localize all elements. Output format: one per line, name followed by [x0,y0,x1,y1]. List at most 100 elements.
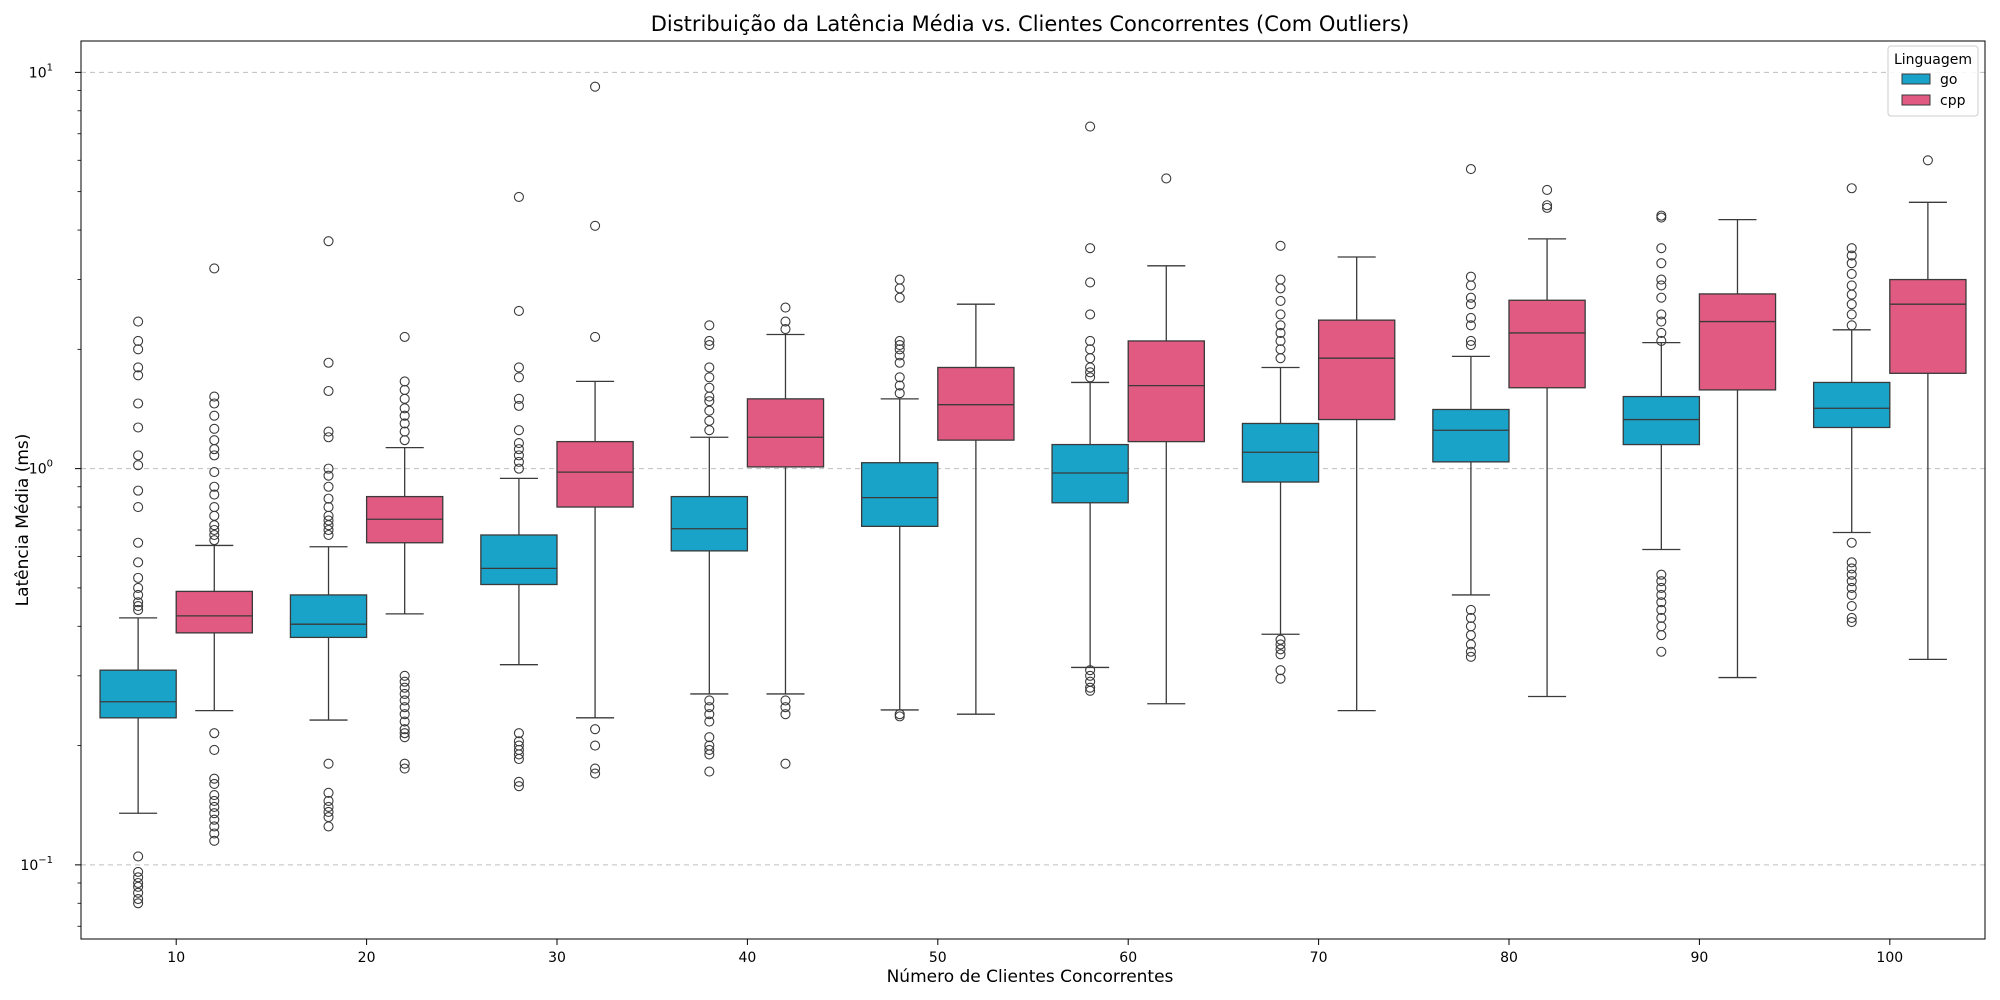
outlier-point [323,236,334,247]
outlier-point [399,410,410,421]
x-tick-label-60: 60 [1119,950,1137,966]
iqr-box [556,440,634,508]
outlier-point [704,382,715,393]
box-cpp-80 [1508,184,1586,698]
outlier-point [513,781,524,792]
outlier-point [323,426,334,437]
outlier-point [133,600,144,612]
outlier-point [399,732,410,743]
outlier-point [399,709,410,720]
outlier-point [780,709,791,720]
outlier-point [323,529,334,541]
outlier-point [513,305,524,316]
outlier-point [1542,184,1553,195]
outlier-point [1085,670,1096,681]
outlier-point [513,776,524,787]
outlier-point [209,529,220,541]
box-go-90 [1622,210,1701,657]
outlier-point [1846,537,1857,548]
outlier-point [399,763,410,774]
outlier-point [1465,651,1476,662]
iqr-box [746,398,825,468]
outlier-point [894,340,905,351]
outlier-point [894,709,905,720]
outlier-point [1656,621,1667,632]
outlier-point [1846,617,1857,628]
outlier-point [323,481,334,492]
outlier-point [1161,173,1172,184]
outlier-point [1656,582,1667,593]
box-cpp-40 [746,302,825,769]
x-tick-label-10: 10 [167,950,185,966]
outlier-point [780,695,791,706]
outlier-point [1846,268,1857,279]
outlier-point [133,422,144,433]
outlier-point [1465,630,1476,641]
box-cpp-30 [556,81,634,779]
outlier-point [1656,210,1667,221]
outlier-point [704,716,715,727]
legend-label-cpp: cpp [1940,93,1966,109]
outlier-point [1656,280,1667,291]
outlier-point [1275,634,1286,645]
outlier-point [704,702,715,713]
legend: Linguagem go cpp [1887,45,1979,117]
iqr-box [1432,408,1510,463]
outlier-point [399,393,410,404]
outlier-point [590,724,601,735]
outlier-point [399,384,410,395]
outlier-point [894,283,905,294]
outlier-point [1846,309,1857,320]
outlier-point [1656,630,1667,641]
outlier-point [1275,240,1286,251]
x-tick-label-80: 80 [1500,950,1518,966]
outlier-point [133,898,144,909]
outlier-point [894,335,905,346]
outlier-point [1085,353,1096,364]
outlier-point [133,851,144,862]
outlier-point [209,535,220,546]
outlier-point [1275,665,1286,676]
outlier-point [209,444,220,455]
outlier-point [1275,344,1286,355]
outlier-point [1275,320,1286,331]
outlier-point [133,398,144,409]
legend-title: Linguagem [1894,52,1972,68]
outlier-point [133,872,144,883]
outlier-point [1846,320,1857,331]
outlier-point [1846,612,1857,623]
iqr-box [1317,319,1396,421]
outlier-point [1275,673,1286,684]
outlier-point [323,501,334,513]
outlier-point [780,758,791,769]
x-tick-label-30: 30 [548,950,566,966]
outlier-point [1465,612,1476,623]
y-tick-exponent-1: 0 [47,459,53,470]
outlier-point [1085,682,1096,693]
outlier-point [209,814,220,825]
outlier-point [133,362,144,373]
outlier-point [133,893,144,905]
outlier-point [209,501,220,513]
outlier-point [1846,557,1857,568]
y-tick-exponent-2: 1 [47,62,53,73]
box-cpp-10 [175,263,254,846]
outlier-point [894,711,905,722]
outlier-point [133,335,144,346]
outlier-point [1085,335,1096,346]
outlier-point [1922,155,1933,166]
outlier-point [1846,589,1857,600]
x-tick-label-90: 90 [1690,950,1708,966]
outlier-point [513,463,524,474]
outlier-point [704,732,715,743]
box-go-100 [1812,183,1891,628]
outlier-point [1846,563,1857,574]
x-tick-label-50: 50 [929,950,947,966]
outlier-point [1085,372,1096,383]
outlier-point [399,670,410,681]
outlier-point [1656,243,1667,254]
x-tick-label-70: 70 [1310,950,1328,966]
box-cpp-90 [1698,218,1777,679]
